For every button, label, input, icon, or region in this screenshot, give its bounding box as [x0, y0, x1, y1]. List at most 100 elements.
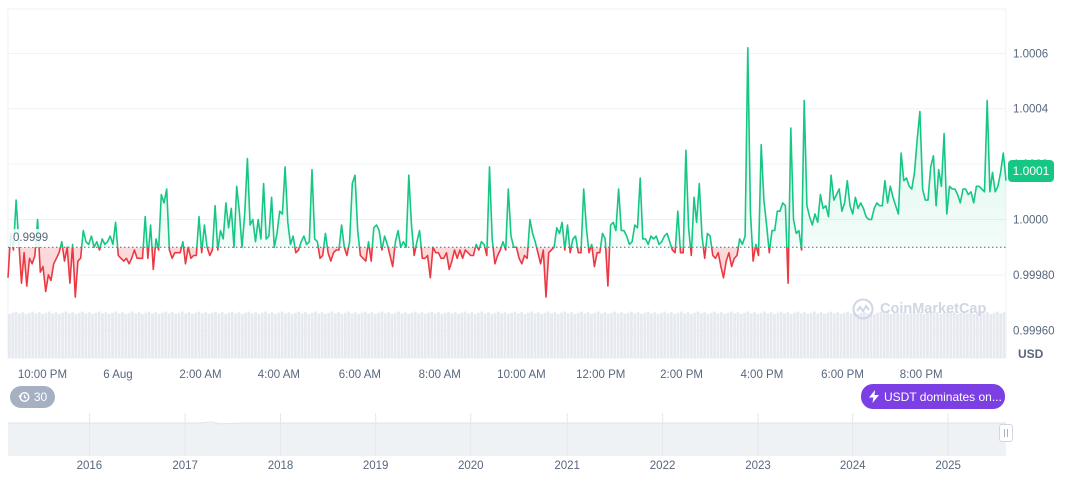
- x-tick-label: 8:00 AM: [419, 369, 461, 381]
- year-label: 2017: [172, 460, 198, 472]
- volume-bar: [886, 312, 889, 358]
- volume-bar: [596, 311, 600, 358]
- area-fill-down: [8, 247, 802, 298]
- volume-bar: [437, 312, 440, 358]
- volume-bar: [227, 312, 231, 358]
- watermark-text: CoinMarketCap: [880, 301, 987, 317]
- volume-bar: [197, 311, 201, 358]
- volume-bar: [477, 312, 480, 358]
- volume-bar: [560, 312, 563, 358]
- volume-bar: [167, 313, 171, 358]
- volume-bar: [297, 311, 301, 358]
- x-tick-label: 6:00 PM: [821, 369, 864, 381]
- volume-bar: [586, 312, 590, 358]
- volume-bar: [237, 312, 241, 358]
- volume-bar: [87, 312, 91, 358]
- volume-bar: [84, 313, 88, 358]
- volume-bar: [134, 313, 138, 358]
- volume-bar: [563, 311, 567, 358]
- volume-bar: [806, 314, 810, 358]
- volume-bar: [220, 312, 224, 358]
- volume-bar: [230, 311, 234, 358]
- price-lines: [7, 46, 1007, 298]
- volume-bar: [630, 311, 633, 358]
- volume-bar: [184, 313, 188, 358]
- volume-bar: [799, 313, 803, 358]
- volume-bar: [360, 312, 364, 358]
- volume-bar: [842, 312, 846, 358]
- volume-bar: [77, 312, 81, 358]
- volume-bar: [57, 314, 61, 358]
- volume-bar: [679, 311, 683, 358]
- overview-year-axis: 2016 2017 2018 2019 2020 2021 2022 2023 2024 2025: [77, 460, 961, 472]
- volume-bar: [570, 312, 573, 358]
- volume-bar: [956, 314, 959, 358]
- volume-bar: [536, 312, 540, 358]
- volume-bar: [513, 311, 517, 358]
- dominance-event-pill[interactable]: USDT dominates on...: [861, 384, 1005, 409]
- volume-bar: [999, 313, 1003, 358]
- volume-bar: [966, 313, 969, 358]
- volume-bar: [736, 312, 740, 358]
- volume-bar: [836, 312, 840, 358]
- year-label: 2024: [840, 460, 866, 472]
- volume-bar: [556, 314, 560, 358]
- volume-bar: [872, 314, 876, 358]
- volume-bar: [260, 312, 264, 358]
- volume-bar: [996, 311, 999, 358]
- volume-bar: [729, 311, 733, 358]
- volume-bar: [334, 313, 337, 358]
- volume-bar: [610, 312, 613, 358]
- volume-bar: [576, 312, 580, 358]
- year-label: 2021: [554, 460, 580, 472]
- volume-bar: [190, 314, 194, 358]
- volume-bar: [147, 311, 151, 358]
- year-label: 2018: [268, 460, 294, 472]
- volume-bar: [270, 312, 274, 358]
- volume-bar: [656, 314, 660, 358]
- volume-bar: [164, 311, 168, 358]
- volume-bar: [121, 312, 124, 358]
- overview-line: [8, 421, 1006, 425]
- time-range-button[interactable]: 30: [10, 386, 55, 408]
- volume-bar: [61, 312, 64, 358]
- volume-bar: [280, 311, 284, 358]
- x-tick-label: 10:00 PM: [18, 369, 67, 381]
- volume-bar: [793, 312, 796, 358]
- volume-bar: [337, 312, 341, 358]
- volume-bar: [796, 311, 800, 358]
- year-label: 2016: [77, 460, 103, 472]
- volume-bar: [929, 311, 933, 358]
- overview-range-handle[interactable]: [999, 424, 1013, 442]
- volume-bar: [124, 314, 128, 358]
- volume-bar: [869, 312, 873, 358]
- volume-bar: [902, 312, 906, 358]
- volume-bar: [480, 311, 484, 358]
- volume-bar: [783, 313, 786, 358]
- volume-bar: [417, 313, 420, 358]
- volume-bar: [403, 312, 407, 358]
- volume-bar: [234, 313, 237, 358]
- volume-bar: [500, 313, 504, 358]
- coinmarketcap-logo-icon: [852, 298, 874, 320]
- volume-bar: [433, 313, 437, 358]
- volume-bar: [829, 311, 833, 358]
- volume-bar: [969, 312, 973, 358]
- x-tick-label: 4:00 AM: [258, 369, 300, 381]
- year-label: 2020: [458, 460, 484, 472]
- volume-bar: [277, 312, 281, 358]
- y-tick-label: 0.99980: [1013, 270, 1055, 282]
- volume-bar: [324, 314, 327, 358]
- volume-bar: [247, 311, 251, 358]
- overview-grid: [88, 413, 949, 456]
- price-line-up: [9, 46, 1007, 248]
- volume-bar: [546, 311, 550, 358]
- volume-bar: [516, 313, 520, 358]
- volume-bar: [739, 314, 743, 358]
- volume-bar: [413, 311, 417, 358]
- volume-bar: [703, 312, 706, 358]
- volume-bar: [390, 314, 394, 358]
- volume-bar: [986, 312, 989, 358]
- volume-bar: [776, 312, 780, 358]
